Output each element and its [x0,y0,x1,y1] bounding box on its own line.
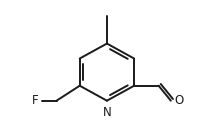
Text: N: N [103,106,111,119]
Text: F: F [32,93,39,107]
Text: O: O [174,93,184,107]
